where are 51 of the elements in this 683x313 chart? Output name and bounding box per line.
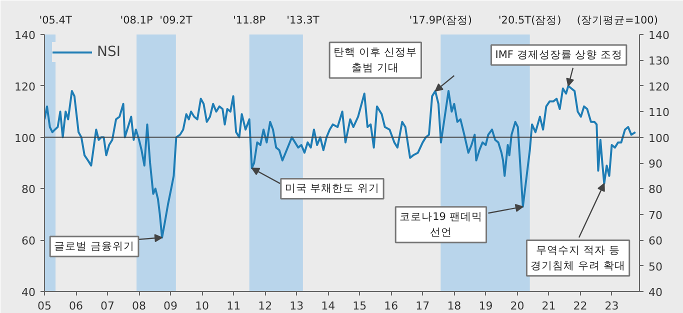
y-tick-label: 60: [22, 234, 36, 248]
x-tick-label: 05: [38, 300, 52, 312]
x-tick-label: 14: [321, 300, 336, 312]
x-tick-label: 13: [290, 300, 304, 312]
y2-tick-label: 80: [648, 183, 662, 196]
annotation: 글로벌 금융위기: [54, 240, 134, 253]
y-tick-label: 100: [14, 132, 36, 145]
annotation: 코로나19 팬데믹 선언: [400, 210, 482, 238]
annotation: 미국 부채한도 위기: [284, 182, 380, 195]
text: '08.1P: [120, 14, 153, 26]
y2-tick-label: 70: [648, 208, 662, 222]
annotation: IMF 경제성장률 상향 조정: [495, 49, 622, 62]
y2-tick-label: 60: [648, 234, 662, 248]
x-tick-label: 18: [447, 300, 462, 312]
y2-tick-label: 100: [648, 132, 670, 145]
x-tick-label: 08: [132, 300, 146, 312]
x-tick-label: 22: [573, 300, 588, 312]
text: (장기평균=100): [576, 14, 658, 26]
y2-tick-label: 40: [648, 286, 662, 299]
y2-tick-label: 50: [648, 260, 662, 274]
annotation: 탄핵 이후 신정부 출범 기대: [334, 46, 418, 74]
x-tick-label: 15: [352, 300, 367, 312]
x-tick-label: 12: [258, 300, 272, 312]
x-tick-label: 20: [510, 300, 524, 312]
x-tick-label: 19: [478, 300, 493, 312]
x-tick-label: 17: [416, 300, 430, 312]
x-tick-label: 11: [226, 300, 241, 312]
y-tick-label: 140: [14, 29, 36, 42]
y-tick-label: 120: [14, 80, 36, 94]
x-tick-label: 09: [164, 300, 178, 312]
y-tick-label: 80: [22, 183, 36, 196]
legend-label: NSI: [97, 44, 120, 60]
text: '09.2T: [160, 14, 193, 26]
text: '13.3T: [286, 14, 320, 26]
x-tick-label: 06: [69, 300, 84, 312]
y2-tick-label: 140: [648, 29, 670, 42]
x-tick-label: 16: [384, 300, 398, 312]
y2-tick-label: 120: [648, 80, 670, 94]
annotation: 무역수지 적자 등 경기침체 우려 확대: [530, 244, 626, 272]
y-tick-label: 40: [22, 286, 36, 299]
x-tick-label: 23: [604, 300, 619, 312]
y2-tick-label: 110: [648, 106, 670, 120]
text: '11.8P: [233, 14, 266, 26]
x-tick-label: 10: [195, 300, 210, 312]
text: '17.9P(잠정): [409, 14, 472, 26]
x-tick-label: 21: [542, 300, 556, 312]
x-tick-label: 07: [100, 300, 115, 312]
text: '20.5T(잠정): [498, 14, 562, 26]
y2-tick-label: 130: [648, 54, 670, 68]
y2-tick-label: 90: [648, 158, 662, 170]
text: '05.4T: [39, 14, 72, 26]
